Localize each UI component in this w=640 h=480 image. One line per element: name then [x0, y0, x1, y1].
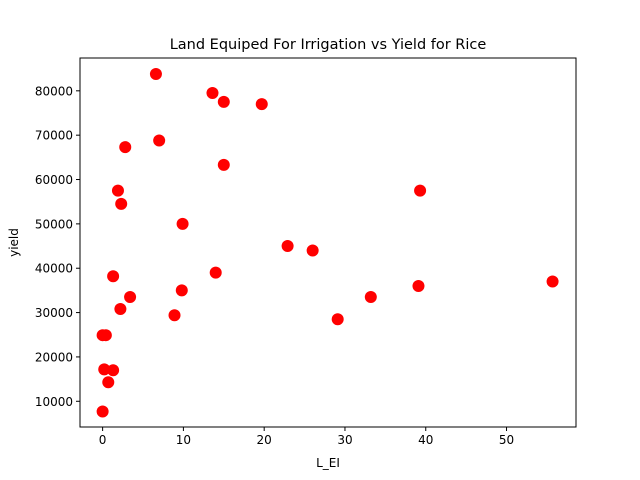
data-point [209, 266, 222, 279]
data-point [168, 309, 181, 322]
data-point [206, 87, 219, 100]
data-point [364, 291, 377, 304]
data-point [175, 284, 188, 297]
data-point [217, 158, 230, 171]
data-point [546, 275, 559, 288]
data-point [153, 134, 166, 147]
data-point [149, 67, 162, 80]
y-tick-label: 30000 [35, 306, 73, 320]
data-point [115, 197, 128, 210]
data-point [217, 95, 230, 108]
data-point [96, 405, 109, 418]
y-tick-label: 20000 [35, 350, 73, 364]
data-point [99, 329, 112, 342]
data-point [98, 363, 111, 376]
x-tick-label: 20 [257, 433, 272, 447]
x-tick-label: 40 [418, 433, 433, 447]
y-tick-label: 60000 [35, 173, 73, 187]
data-point [281, 240, 294, 253]
chart-title: Land Equiped For Irrigation vs Yield for… [170, 37, 487, 53]
data-point [111, 184, 124, 197]
y-tick-label: 10000 [35, 395, 73, 409]
y-axis-label: yield [7, 228, 21, 257]
data-point [107, 364, 120, 377]
data-point [176, 217, 189, 230]
y-tick-label: 40000 [35, 262, 73, 276]
data-point [412, 279, 425, 292]
y-axis: 10000 20000 30000 40000 50000 60000 70000 80000 [35, 84, 80, 409]
data-point [102, 376, 115, 389]
data-point [331, 313, 344, 326]
x-tick-label: 50 [499, 433, 514, 447]
x-tick-label: 10 [176, 433, 191, 447]
plot-area [79, 57, 577, 428]
data-point [306, 244, 319, 257]
y-tick-label: 70000 [35, 129, 73, 143]
data-point [255, 98, 268, 111]
x-axis: 0 10 20 30 40 50 [99, 427, 514, 447]
data-point [124, 291, 137, 304]
data-points [96, 67, 559, 418]
y-tick-label: 50000 [35, 217, 73, 231]
y-tick-label: 80000 [35, 84, 73, 98]
x-tick-label: 0 [99, 433, 107, 447]
x-tick-label: 30 [337, 433, 352, 447]
data-point [414, 184, 427, 197]
data-point [107, 270, 120, 283]
data-point [119, 141, 132, 154]
data-point [114, 303, 127, 316]
x-axis-label: L_EI [316, 456, 340, 470]
